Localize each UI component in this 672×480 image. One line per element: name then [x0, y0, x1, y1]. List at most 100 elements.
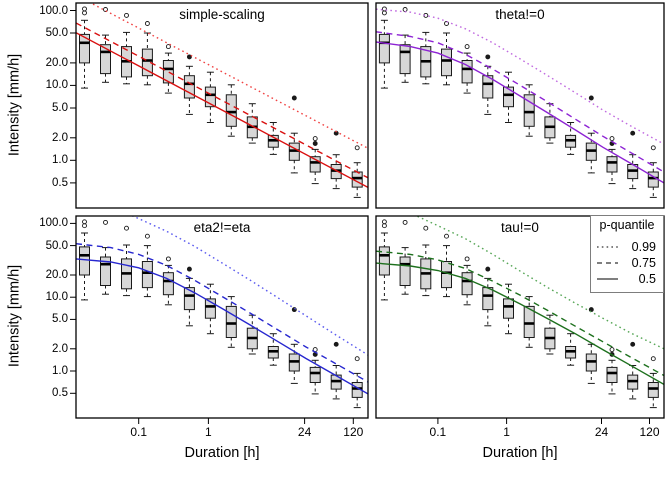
y-tick-label: 50.0 — [45, 27, 68, 39]
quantile-line-p99 — [376, 8, 664, 145]
panel-border — [375, 215, 665, 419]
y-tick-label: 50.0 — [45, 239, 68, 252]
y-tick-label: 1.0 — [52, 154, 68, 167]
y-tick-label: 20.0 — [45, 56, 68, 69]
legend-label-05: 0.5 — [638, 272, 656, 286]
outlier-point — [423, 225, 429, 231]
y-tick-label: 2.0 — [52, 342, 68, 355]
outlier-point — [82, 219, 87, 225]
quantile-line-p99 — [130, 216, 368, 356]
boxplot — [204, 71, 216, 123]
boxplot — [141, 233, 153, 298]
x-tick-label: 1 — [205, 425, 212, 439]
boxplot — [565, 333, 577, 366]
y-tick-label: 0.5 — [52, 176, 68, 189]
outlier-point — [381, 219, 387, 225]
quantile-line-p50 — [376, 41, 664, 184]
outlier-point — [354, 145, 360, 151]
boxplot — [544, 103, 556, 144]
boxplot — [288, 95, 300, 174]
panel-title-eta2: eta2!=eta — [193, 220, 251, 235]
outlier-point — [312, 136, 318, 142]
quantile-line-p99 — [415, 216, 664, 350]
boxplot — [647, 356, 659, 409]
x-tick-label: 0.1 — [130, 425, 148, 439]
boxplot — [79, 6, 90, 89]
boxplot — [523, 296, 535, 348]
boxplot — [183, 54, 195, 115]
outlier-point — [609, 136, 615, 142]
boxplot — [100, 7, 111, 83]
y-tick-label: 100.0 — [39, 217, 68, 230]
boxplot — [121, 225, 132, 297]
outlier-point — [82, 6, 87, 12]
outlier-point — [291, 307, 297, 313]
quantile-line-p50 — [76, 258, 368, 395]
y-tick-label: 10.0 — [45, 79, 68, 92]
boxplot — [399, 7, 411, 83]
panel-theta-0 — [376, 6, 664, 198]
outlier-point — [630, 130, 636, 136]
y-axis-label-row1: Intensity [mm/h] — [6, 53, 23, 157]
boxplot — [267, 333, 279, 366]
boxplot — [482, 54, 494, 115]
boxplot — [246, 314, 258, 355]
quantile-line-p75 — [376, 250, 664, 377]
boxplot — [351, 356, 363, 409]
panel-border — [375, 2, 665, 209]
outlier-point — [485, 266, 491, 272]
outlier-point — [402, 219, 408, 225]
boxplot — [141, 21, 153, 86]
y-tick-label: 2.0 — [52, 131, 68, 144]
outlier-point — [381, 6, 387, 12]
boxplot — [441, 233, 452, 298]
outlier-point — [588, 95, 594, 101]
outlier-point — [124, 12, 129, 18]
outlier-point — [103, 7, 108, 12]
panel-border — [75, 2, 369, 209]
outlier-point — [124, 225, 129, 231]
outlier-point — [103, 219, 108, 225]
boxplot — [420, 225, 432, 297]
boxplot — [647, 145, 659, 198]
panel-tau-0 — [376, 216, 664, 409]
x-tick-label: 24 — [297, 425, 312, 439]
boxplot — [544, 314, 556, 355]
boxplot — [246, 103, 258, 144]
boxplot — [288, 307, 300, 384]
panel-title-theta: theta!=0 — [495, 7, 545, 22]
boxplot — [503, 283, 514, 335]
outlier-point — [144, 21, 150, 26]
quantile-line-p50 — [376, 262, 664, 386]
outlier-point — [650, 145, 656, 151]
boxplot — [330, 130, 342, 190]
boxplot — [523, 84, 535, 137]
outlier-point — [485, 54, 491, 60]
quantile-line-p75 — [76, 243, 368, 383]
boxplot — [461, 44, 473, 94]
quantile-line-p99 — [89, 3, 368, 149]
outlier-point — [165, 44, 171, 50]
outlier-point — [464, 256, 470, 262]
boxplot — [441, 21, 452, 86]
y-tick-label: 0.5 — [52, 387, 68, 400]
outlier-point — [354, 356, 360, 362]
boxplot — [100, 219, 111, 295]
boxplot — [585, 95, 597, 174]
y-tick-label: 5.0 — [52, 313, 68, 326]
panel-simple-scaling — [76, 3, 368, 198]
panel-border — [75, 215, 369, 419]
boxplot — [420, 12, 432, 85]
x-tick-label: 1 — [503, 425, 510, 439]
x-tick-label: 120 — [343, 425, 364, 439]
boxplot — [162, 44, 174, 94]
legend-label-099: 0.99 — [631, 240, 656, 254]
boxplot — [225, 296, 237, 348]
boxplot — [482, 266, 494, 327]
legend-label-075: 0.75 — [631, 256, 656, 270]
panel-eta2-eta — [76, 216, 368, 409]
outlier-point — [650, 356, 656, 362]
outlier-point — [165, 256, 171, 262]
